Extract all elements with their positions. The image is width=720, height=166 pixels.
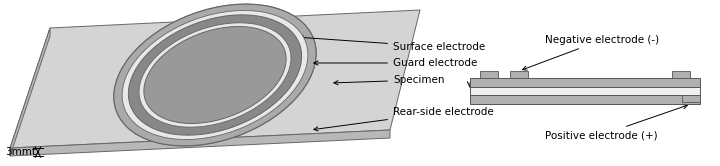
Text: Positive electrode (+): Positive electrode (+): [545, 105, 688, 140]
Ellipse shape: [139, 23, 291, 127]
Ellipse shape: [122, 10, 308, 139]
Bar: [470, 95, 700, 104]
Bar: [510, 71, 528, 78]
Bar: [470, 87, 700, 95]
Text: Rear-side electrode: Rear-side electrode: [314, 107, 494, 131]
Bar: [682, 95, 700, 102]
Ellipse shape: [128, 15, 302, 135]
Text: Negative electrode (-): Negative electrode (-): [523, 35, 659, 70]
Polygon shape: [10, 130, 390, 156]
Ellipse shape: [114, 4, 316, 146]
Polygon shape: [10, 10, 420, 148]
Text: Surface electrode: Surface electrode: [299, 36, 485, 52]
Text: Specimen: Specimen: [334, 75, 444, 85]
Bar: [672, 71, 690, 78]
Text: 3mmt: 3mmt: [5, 147, 36, 157]
Polygon shape: [10, 28, 50, 156]
Ellipse shape: [114, 4, 316, 146]
Bar: [470, 78, 700, 87]
Bar: [480, 71, 498, 78]
Ellipse shape: [144, 27, 286, 124]
Text: Guard electrode: Guard electrode: [314, 58, 477, 68]
